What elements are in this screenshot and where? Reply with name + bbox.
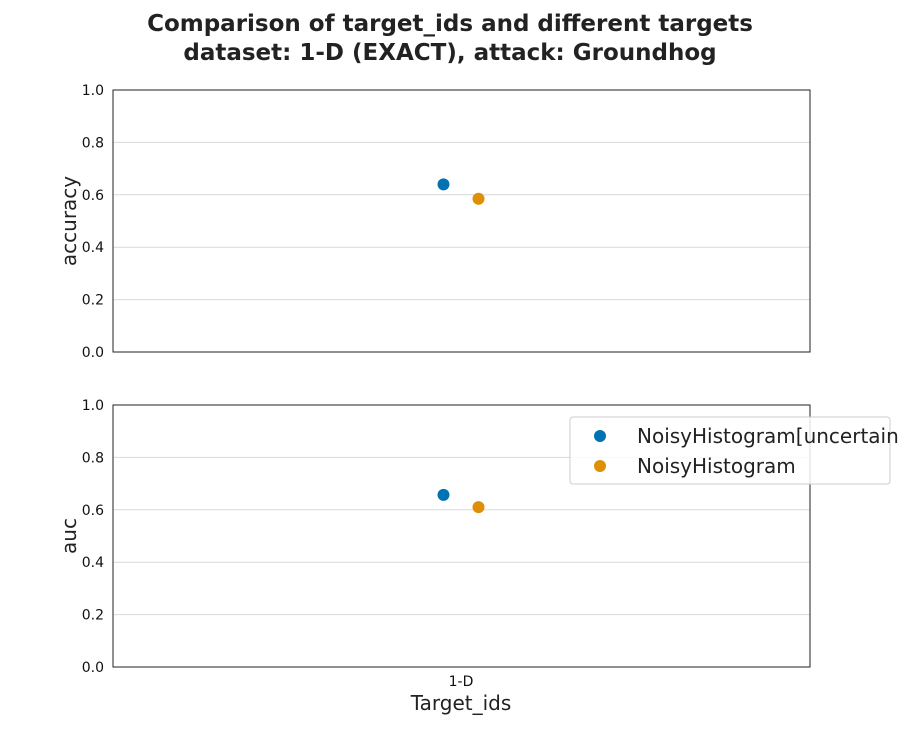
axes-frame xyxy=(112,89,811,353)
y-tick-label: 0.4 xyxy=(82,240,104,256)
y-tick-label: 0.4 xyxy=(82,555,104,571)
y-axis-label: auc xyxy=(57,518,81,554)
subplot-accuracy: 0.0 0.2 0.4 0.6 0.8 1.0 accuracy xyxy=(57,83,811,361)
legend: NoisyHistogram[uncertain] NoisyHistogram xyxy=(569,416,900,485)
y-tick-label: 0.6 xyxy=(82,188,104,204)
y-tick-label: 1.0 xyxy=(82,398,104,414)
data-point-noisyhistogram-uncertain xyxy=(437,488,450,501)
y-tick-label: 0.0 xyxy=(82,345,104,361)
legend-label: NoisyHistogram xyxy=(637,454,796,478)
y-tick-label: 0.8 xyxy=(82,450,104,466)
title-line-2: dataset: 1-D (EXACT), attack: Groundhog xyxy=(183,40,717,66)
y-tick-label: 0.2 xyxy=(82,293,104,309)
legend-label: NoisyHistogram[uncertain] xyxy=(637,424,900,448)
y-tick-label: 0.8 xyxy=(82,135,104,151)
figure-title: Comparison of target_ids and different t… xyxy=(0,10,900,68)
data-point-noisyhistogram-uncertain xyxy=(437,178,450,191)
title-line-1: Comparison of target_ids and different t… xyxy=(147,11,753,37)
legend-marker xyxy=(594,430,606,442)
x-axis-label: Target_ids xyxy=(410,691,512,715)
legend-marker xyxy=(594,460,606,472)
axes-frame xyxy=(112,404,811,668)
data-point-noisyhistogram xyxy=(472,501,485,514)
legend-box xyxy=(569,416,891,485)
x-tick-label: 1-D xyxy=(449,674,474,690)
data-point-noisyhistogram xyxy=(472,192,485,205)
y-tick-label: 0.0 xyxy=(82,660,104,676)
y-tick-label: 0.6 xyxy=(82,503,104,519)
y-tick-label: 0.2 xyxy=(82,608,104,624)
y-tick-label: 1.0 xyxy=(82,83,104,99)
y-axis-label: accuracy xyxy=(57,176,81,266)
